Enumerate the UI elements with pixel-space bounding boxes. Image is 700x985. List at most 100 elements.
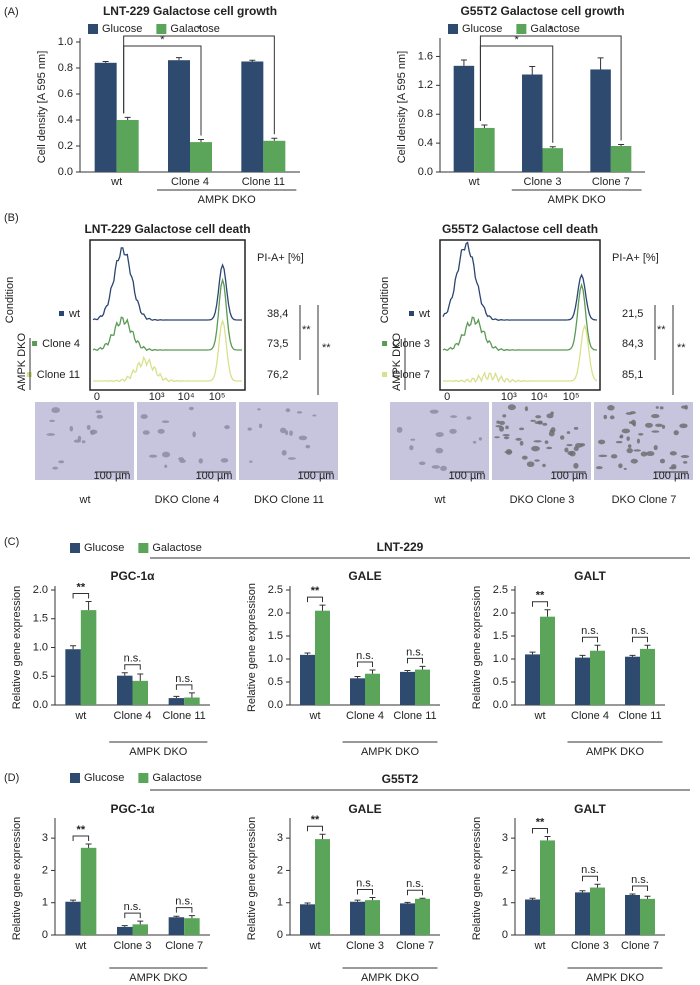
significance-label: ** [677,342,686,354]
x-tick-label: Clone 4 [571,710,609,722]
error-bar [629,893,636,895]
image-caption: DKO Clone 11 [254,494,324,506]
cell [533,440,542,443]
legend-label: Galactose [170,23,220,35]
flow-title: G55T2 Galactose cell death [442,222,598,236]
section-title: LNT-229 [377,540,424,554]
y-axis-label: Cell density [A 595 nm] [396,51,408,164]
x-tick-label: Clone 7 [621,940,659,952]
cell [607,405,615,411]
significance-label: ** [536,816,545,828]
legend-swatch [70,773,80,783]
image-caption: wt [434,494,446,506]
cell [679,423,688,429]
y-tick-label: 1 [42,897,48,909]
row-value: 73,5 [267,338,288,350]
y-tick-label: 1.6 [418,50,433,62]
cell [626,436,630,441]
cell [671,464,677,469]
panel-label: (C) [4,536,19,548]
bar [525,654,540,705]
cell [499,420,506,425]
error-bar [173,695,180,699]
y-axis-label: Relative gene expression [471,817,483,941]
legend-label: Glucose [84,772,124,784]
cell [548,431,555,437]
y-tick-label: 0.6 [58,88,73,100]
cell [161,451,171,458]
x-tick-label: wt [309,940,321,952]
cell [569,450,576,457]
x-tick-label: 10⁵ [209,391,226,403]
cell [534,459,540,462]
cell [519,427,525,431]
error-bar [102,61,109,63]
bar [184,918,200,935]
x-tick-label: 10⁵ [563,391,580,403]
x-tick-label: Clone 3 [346,940,384,952]
cell [535,415,542,419]
bar [453,65,475,172]
cell [519,440,524,446]
flow-header: PI-A+ [%] [612,252,659,264]
significance-bracket [175,907,193,913]
cell [595,466,603,470]
error-bar [629,654,636,657]
cell [495,425,503,428]
cell [680,455,690,458]
error-bar [460,59,467,66]
flow-histogram [442,324,598,384]
chart-title: G55T2 Galactose cell growth [460,4,624,18]
error-bar [176,57,182,61]
significance-label: n.s. [406,646,424,658]
cell [503,436,510,440]
x-tick-label: 10³ [501,391,517,403]
x-tick-label: wt [74,940,86,952]
row-swatch [409,311,414,316]
cell [640,451,648,457]
cell [609,415,615,420]
bar [474,127,495,172]
error-bar [137,673,144,681]
y-axis-label: Cell density [A 595 nm] [36,51,48,164]
x-tick-label: Clone 3 [114,940,152,952]
cell [638,433,644,436]
row-label: Clone 11 [37,369,80,381]
significance-label: ** [322,342,331,354]
x-tick-label: 10⁴ [178,391,195,403]
cell [296,411,303,414]
y-tick-label: 2.0 [493,607,508,619]
cell [140,414,148,419]
cell [58,460,65,464]
bar [241,61,264,172]
significance-label: * [197,24,202,36]
bar [590,69,611,172]
legend-label: Galactose [530,23,580,35]
bar [350,901,365,935]
row-label: wt [68,308,80,320]
cell [615,440,623,444]
flow-histogram [92,277,242,352]
error-bar [271,137,278,141]
cell [625,412,633,415]
significance-bracket [532,828,548,834]
cell [610,454,618,459]
x-tick-label: Clone 11 [393,710,436,722]
cell [505,425,509,430]
row-value: 84,3 [622,338,643,350]
error-bar [594,883,601,888]
cell [505,448,513,455]
cell [621,428,631,434]
cell [603,414,608,420]
bar [300,904,315,935]
cell [524,406,529,412]
error-bar [594,644,601,651]
error-bar [137,920,144,925]
x-tick-label: Clone 3 [524,176,562,188]
y-tick-label: 1.5 [493,630,508,642]
error-bar [319,604,326,611]
legend-label: Galactose [152,542,202,554]
row-label: Clone 4 [42,338,80,350]
y-tick-label: 2.0 [33,584,48,596]
flow-histogram [93,318,242,383]
